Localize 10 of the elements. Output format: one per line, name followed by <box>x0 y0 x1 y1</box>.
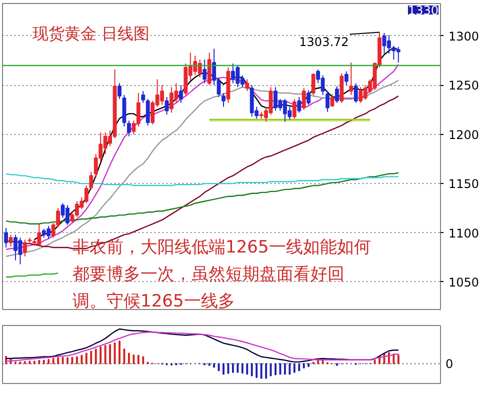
ref-line-label: 0 <box>446 357 454 372</box>
y-tick-label: 1250 <box>448 78 480 93</box>
text: 现货黄金 日线图 <box>32 24 150 43</box>
y-tick-label: 1100 <box>448 226 480 240</box>
annotation: 1303.72 <box>299 34 349 49</box>
y-tick-label: 1300 <box>448 29 480 44</box>
y-tick-label: 1050 <box>448 275 480 290</box>
y-tick-label: 1200 <box>448 128 480 142</box>
text: 1330 <box>408 4 439 18</box>
y-tick-label: 1150 <box>448 177 480 192</box>
